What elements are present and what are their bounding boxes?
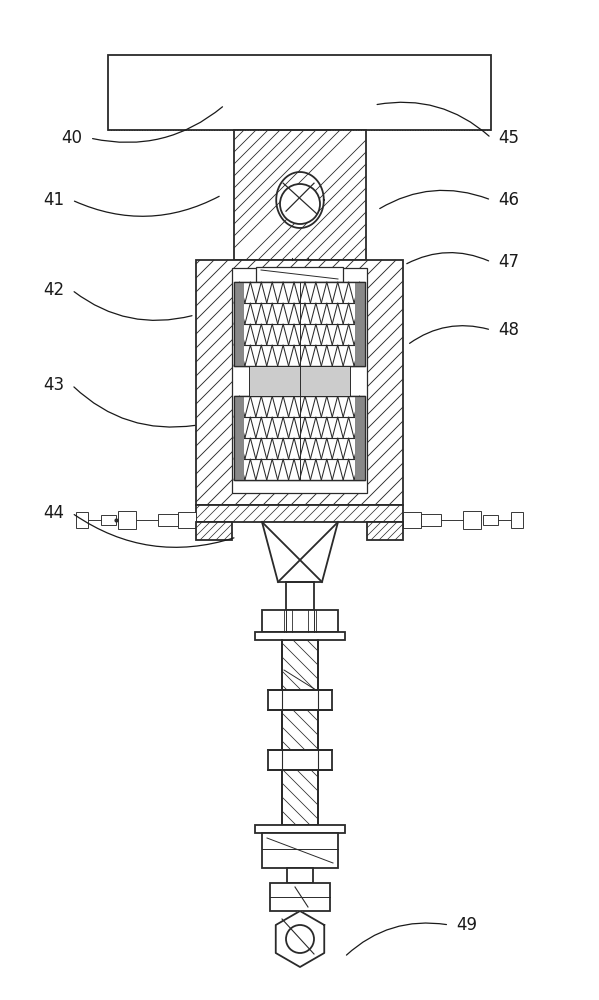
Bar <box>234 303 365 324</box>
Bar <box>463 511 481 529</box>
Bar <box>355 282 365 366</box>
Bar <box>108 55 491 130</box>
Polygon shape <box>276 911 324 967</box>
Text: 44: 44 <box>43 504 65 522</box>
Bar <box>118 511 136 529</box>
Bar <box>234 282 244 366</box>
Bar <box>287 868 313 883</box>
Circle shape <box>280 184 320 224</box>
Bar <box>270 883 330 911</box>
Bar <box>196 260 403 505</box>
Text: 41: 41 <box>43 191 65 209</box>
FancyArrowPatch shape <box>74 515 234 547</box>
Text: 40: 40 <box>61 129 83 147</box>
FancyArrowPatch shape <box>380 190 489 209</box>
Text: 48: 48 <box>498 321 520 339</box>
Bar <box>256 267 343 282</box>
Bar <box>483 515 498 525</box>
Text: 47: 47 <box>498 253 520 271</box>
Bar <box>158 514 178 526</box>
FancyArrowPatch shape <box>346 923 446 955</box>
Bar <box>234 324 365 345</box>
Bar <box>234 438 365 459</box>
Bar <box>255 632 345 640</box>
Text: 46: 46 <box>498 191 520 209</box>
Bar <box>232 268 367 493</box>
Bar <box>234 396 365 480</box>
Bar <box>234 459 365 480</box>
Bar <box>249 366 350 396</box>
FancyArrowPatch shape <box>407 253 489 264</box>
Bar <box>234 396 365 417</box>
FancyArrowPatch shape <box>93 107 222 142</box>
Text: 49: 49 <box>456 916 478 934</box>
Bar <box>234 282 365 366</box>
Bar <box>234 417 365 438</box>
Bar <box>355 396 365 480</box>
Bar <box>178 512 196 528</box>
Bar <box>282 640 318 825</box>
FancyArrowPatch shape <box>74 292 192 320</box>
Bar <box>234 396 244 480</box>
FancyArrowPatch shape <box>410 326 488 343</box>
Bar <box>421 514 441 526</box>
Text: 42: 42 <box>43 281 65 299</box>
Bar <box>262 610 338 632</box>
Bar <box>403 512 421 528</box>
Bar <box>196 505 403 522</box>
Bar <box>511 512 523 528</box>
Bar <box>196 522 232 540</box>
Bar <box>268 690 332 710</box>
Circle shape <box>286 925 314 953</box>
FancyArrowPatch shape <box>377 102 489 136</box>
Bar <box>101 515 116 525</box>
Polygon shape <box>262 522 338 582</box>
Bar <box>262 833 338 868</box>
Text: 45: 45 <box>498 129 520 147</box>
Bar <box>268 750 332 770</box>
Bar <box>234 130 366 260</box>
Bar <box>234 282 365 303</box>
Bar <box>234 282 365 366</box>
Bar <box>255 825 345 833</box>
Bar <box>234 345 365 366</box>
Text: 43: 43 <box>43 376 65 394</box>
Bar <box>367 522 403 540</box>
FancyArrowPatch shape <box>74 196 219 216</box>
FancyArrowPatch shape <box>74 387 195 427</box>
Bar <box>76 512 88 528</box>
Bar <box>234 396 365 480</box>
